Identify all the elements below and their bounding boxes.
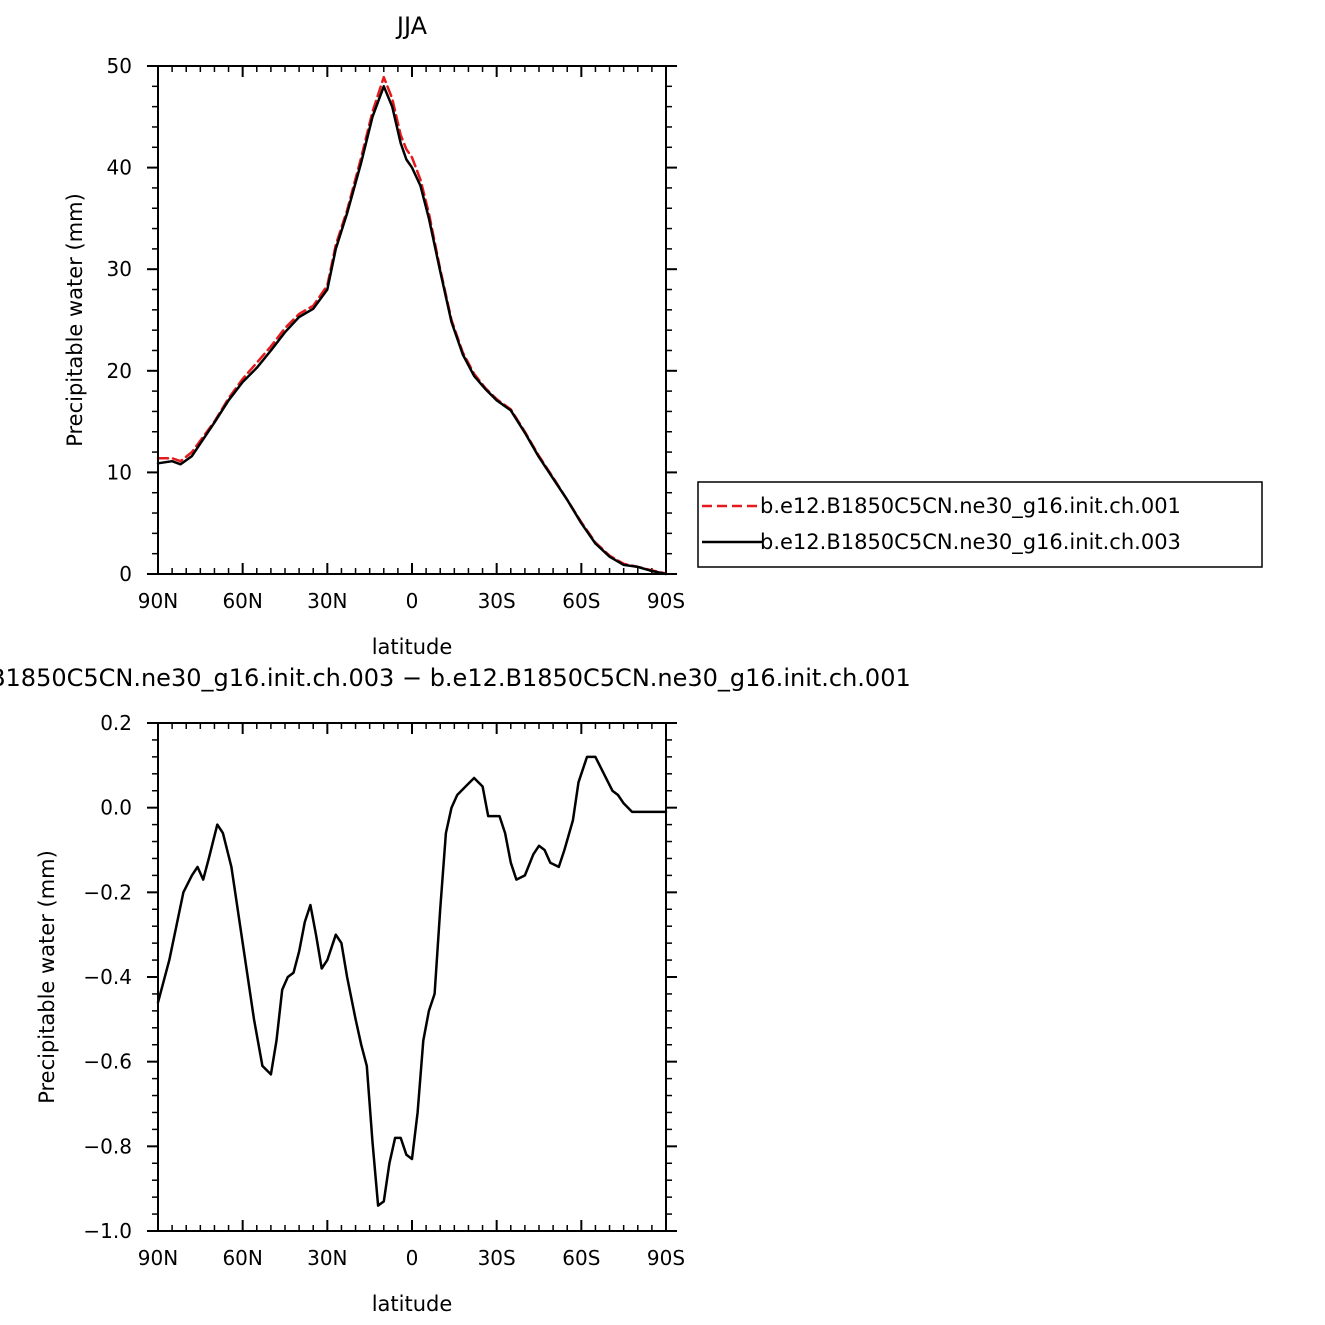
legend-entry-001: b.e12.B1850C5CN.ne30_g16.init.ch.001 (760, 494, 1181, 519)
x-tick-label: 30S (478, 1246, 516, 1270)
series-line-1 (156, 85, 668, 576)
x-tick-labels: 90N 60N 30N 0 30S 60S 90S (138, 1246, 685, 1270)
x-axis-label: latitude (372, 1292, 453, 1316)
y-tick-label: 30 (107, 257, 132, 281)
y-tick-label: −0.2 (83, 880, 132, 904)
y-axis-label: Precipitable water (mm) (35, 850, 59, 1104)
y-tick-label: −1.0 (83, 1219, 132, 1243)
x-tick-labels: 90N 60N 30N 0 30S 60S 90S (138, 589, 685, 613)
x-tick-label: 60S (562, 1246, 600, 1270)
x-tick-label: 60N (222, 589, 262, 613)
x-tick-label: 90N (138, 589, 178, 613)
x-tick-label: 90S (647, 1246, 685, 1270)
y-tick-label: 20 (107, 359, 132, 383)
y-tick-labels: 0.2 0.0 −0.2 −0.4 −0.6 −0.8 −1.0 (83, 711, 132, 1243)
y-tick-label: 50 (107, 54, 132, 78)
y-tick-label: −0.6 (83, 1050, 132, 1074)
x-tick-label: 30N (307, 589, 347, 613)
plot-frame (157, 722, 667, 1232)
y-tick-label: −0.8 (83, 1134, 132, 1158)
series-lines (156, 755, 668, 1207)
x-tick-label: 0 (406, 589, 419, 613)
x-axis-label: latitude (372, 635, 453, 659)
chart-title: JJA (395, 12, 428, 40)
series-line-0 (156, 75, 668, 575)
y-tick-labels: 0 10 20 30 40 50 (107, 54, 132, 586)
x-tick-label: 30N (307, 1246, 347, 1270)
y-tick-label: 10 (107, 460, 132, 484)
legend-entry-003: b.e12.B1850C5CN.ne30_g16.init.ch.003 (760, 530, 1181, 555)
top-chart: JJA 90N 60N 30N 0 30S 60S 90S 0 10 20 30 40 50 lati… (63, 12, 685, 659)
y-tick-label: 0 (119, 562, 132, 586)
series-lines (156, 75, 668, 576)
legend: b.e12.B1850C5CN.ne30_g16.init.ch.001 b.e… (697, 481, 1263, 568)
plot-frame (157, 65, 667, 575)
x-tick-label: 60S (562, 589, 600, 613)
series-line-0 (156, 755, 668, 1207)
x-tick-label: 0 (406, 1246, 419, 1270)
x-tick-label: 90N (138, 1246, 178, 1270)
y-tick-label: 0.2 (100, 711, 132, 735)
y-axis-label: Precipitable water (mm) (63, 193, 87, 447)
x-tick-label: 60N (222, 1246, 262, 1270)
y-tick-label: −0.4 (83, 965, 132, 989)
x-tick-label: 30S (478, 589, 516, 613)
y-tick-label: 0.0 (100, 796, 132, 820)
x-tick-label: 90S (647, 589, 685, 613)
chart-title-difference: b.e12.B1850C5CN.ne30_g16.init.ch.003 − b… (0, 664, 911, 692)
legend-frame (697, 481, 1263, 568)
tick-marks (147, 65, 677, 575)
bottom-chart: b.e12.B1850C5CN.ne30_g16.init.ch.003 − b… (0, 664, 911, 1316)
y-tick-label: 40 (107, 156, 132, 180)
